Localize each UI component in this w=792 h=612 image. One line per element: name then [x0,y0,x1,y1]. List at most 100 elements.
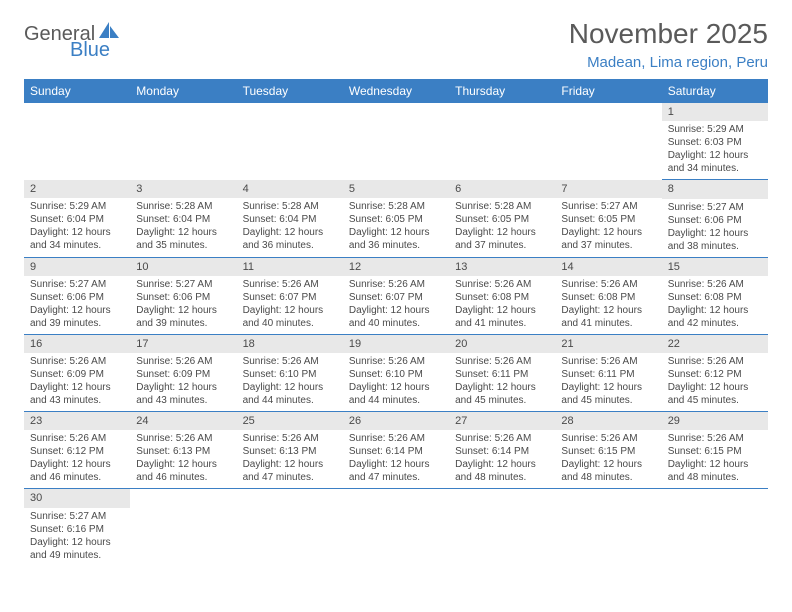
calendar-cell [237,489,343,566]
daylight-text: Daylight: 12 hours and 37 minutes. [455,226,549,252]
day-content: Sunrise: 5:26 AMSunset: 6:10 PMDaylight:… [343,353,449,411]
calendar-cell: 24Sunrise: 5:26 AMSunset: 6:13 PMDayligh… [130,412,236,489]
daylight-text: Daylight: 12 hours and 40 minutes. [349,304,443,330]
calendar-cell [24,103,130,180]
day-content: Sunrise: 5:26 AMSunset: 6:14 PMDaylight:… [343,430,449,488]
sunrise-text: Sunrise: 5:26 AM [243,278,337,291]
day-number: 17 [130,335,236,353]
day-number: 18 [237,335,343,353]
sunset-text: Sunset: 6:07 PM [243,291,337,304]
day-content: Sunrise: 5:26 AMSunset: 6:08 PMDaylight:… [449,276,555,334]
sunrise-text: Sunrise: 5:26 AM [455,432,549,445]
sunset-text: Sunset: 6:16 PM [30,523,124,536]
daylight-text: Daylight: 12 hours and 35 minutes. [136,226,230,252]
day-number: 24 [130,412,236,430]
sunset-text: Sunset: 6:06 PM [30,291,124,304]
day-number: 16 [24,335,130,353]
day-header: Thursday [449,79,555,103]
day-header: Friday [555,79,661,103]
sunrise-text: Sunrise: 5:26 AM [243,355,337,368]
calendar-cell [130,103,236,180]
day-number: 22 [662,335,768,353]
calendar-cell [555,103,661,180]
sunrise-text: Sunrise: 5:26 AM [455,355,549,368]
sunset-text: Sunset: 6:10 PM [349,368,443,381]
calendar-cell: 14Sunrise: 5:26 AMSunset: 6:08 PMDayligh… [555,257,661,334]
calendar-row: 30Sunrise: 5:27 AMSunset: 6:16 PMDayligh… [24,489,768,566]
daylight-text: Daylight: 12 hours and 48 minutes. [668,458,762,484]
day-number: 13 [449,258,555,276]
day-number: 29 [662,412,768,430]
day-number: 7 [555,180,661,198]
daylight-text: Daylight: 12 hours and 45 minutes. [561,381,655,407]
day-content: Sunrise: 5:28 AMSunset: 6:05 PMDaylight:… [343,198,449,256]
day-content: Sunrise: 5:26 AMSunset: 6:15 PMDaylight:… [555,430,661,488]
calendar-cell: 20Sunrise: 5:26 AMSunset: 6:11 PMDayligh… [449,334,555,411]
sunset-text: Sunset: 6:11 PM [561,368,655,381]
day-content: Sunrise: 5:27 AMSunset: 6:05 PMDaylight:… [555,198,661,256]
header: General November 2025 Madean, Lima regio… [24,18,768,71]
sunrise-text: Sunrise: 5:26 AM [668,355,762,368]
calendar-cell: 26Sunrise: 5:26 AMSunset: 6:14 PMDayligh… [343,412,449,489]
sunrise-text: Sunrise: 5:27 AM [30,278,124,291]
day-content: Sunrise: 5:27 AMSunset: 6:06 PMDaylight:… [24,276,130,334]
daylight-text: Daylight: 12 hours and 41 minutes. [455,304,549,330]
calendar-cell: 17Sunrise: 5:26 AMSunset: 6:09 PMDayligh… [130,334,236,411]
day-content: Sunrise: 5:26 AMSunset: 6:08 PMDaylight:… [555,276,661,334]
calendar-cell [343,489,449,566]
calendar-cell: 2Sunrise: 5:29 AMSunset: 6:04 PMDaylight… [24,180,130,257]
daylight-text: Daylight: 12 hours and 43 minutes. [136,381,230,407]
calendar-cell: 27Sunrise: 5:26 AMSunset: 6:14 PMDayligh… [449,412,555,489]
calendar-row: 2Sunrise: 5:29 AMSunset: 6:04 PMDaylight… [24,180,768,257]
sunset-text: Sunset: 6:15 PM [668,445,762,458]
sunrise-text: Sunrise: 5:26 AM [30,432,124,445]
calendar-cell: 29Sunrise: 5:26 AMSunset: 6:15 PMDayligh… [662,412,768,489]
day-number: 21 [555,335,661,353]
day-number: 19 [343,335,449,353]
calendar-cell: 3Sunrise: 5:28 AMSunset: 6:04 PMDaylight… [130,180,236,257]
day-number: 5 [343,180,449,198]
day-number: 30 [24,489,130,507]
day-header: Tuesday [237,79,343,103]
calendar-cell: 23Sunrise: 5:26 AMSunset: 6:12 PMDayligh… [24,412,130,489]
daylight-text: Daylight: 12 hours and 36 minutes. [243,226,337,252]
sunset-text: Sunset: 6:13 PM [136,445,230,458]
sunrise-text: Sunrise: 5:26 AM [668,278,762,291]
sunrise-text: Sunrise: 5:26 AM [243,432,337,445]
day-number: 26 [343,412,449,430]
calendar-cell: 22Sunrise: 5:26 AMSunset: 6:12 PMDayligh… [662,334,768,411]
day-header: Sunday [24,79,130,103]
day-number: 23 [24,412,130,430]
daylight-text: Daylight: 12 hours and 43 minutes. [30,381,124,407]
sunrise-text: Sunrise: 5:26 AM [561,432,655,445]
calendar-row: 23Sunrise: 5:26 AMSunset: 6:12 PMDayligh… [24,412,768,489]
day-number: 8 [662,180,768,198]
daylight-text: Daylight: 12 hours and 41 minutes. [561,304,655,330]
daylight-text: Daylight: 12 hours and 45 minutes. [455,381,549,407]
location: Madean, Lima region, Peru [569,54,768,71]
month-title: November 2025 [569,18,768,50]
day-header: Monday [130,79,236,103]
day-number: 3 [130,180,236,198]
daylight-text: Daylight: 12 hours and 39 minutes. [136,304,230,330]
calendar-cell: 28Sunrise: 5:26 AMSunset: 6:15 PMDayligh… [555,412,661,489]
sunrise-text: Sunrise: 5:26 AM [136,432,230,445]
logo-sub: Blue [30,40,110,61]
daylight-text: Daylight: 12 hours and 48 minutes. [455,458,549,484]
sunset-text: Sunset: 6:08 PM [561,291,655,304]
sunrise-text: Sunrise: 5:26 AM [561,278,655,291]
day-number: 9 [24,258,130,276]
day-content: Sunrise: 5:28 AMSunset: 6:04 PMDaylight:… [130,198,236,256]
calendar-cell [130,489,236,566]
sunset-text: Sunset: 6:07 PM [349,291,443,304]
calendar-cell [237,103,343,180]
daylight-text: Daylight: 12 hours and 47 minutes. [243,458,337,484]
day-content: Sunrise: 5:26 AMSunset: 6:07 PMDaylight:… [237,276,343,334]
day-content: Sunrise: 5:26 AMSunset: 6:15 PMDaylight:… [662,430,768,488]
sunrise-text: Sunrise: 5:28 AM [243,200,337,213]
calendar-cell: 15Sunrise: 5:26 AMSunset: 6:08 PMDayligh… [662,257,768,334]
calendar-row: 16Sunrise: 5:26 AMSunset: 6:09 PMDayligh… [24,334,768,411]
sunset-text: Sunset: 6:10 PM [243,368,337,381]
calendar-cell: 12Sunrise: 5:26 AMSunset: 6:07 PMDayligh… [343,257,449,334]
day-number: 14 [555,258,661,276]
